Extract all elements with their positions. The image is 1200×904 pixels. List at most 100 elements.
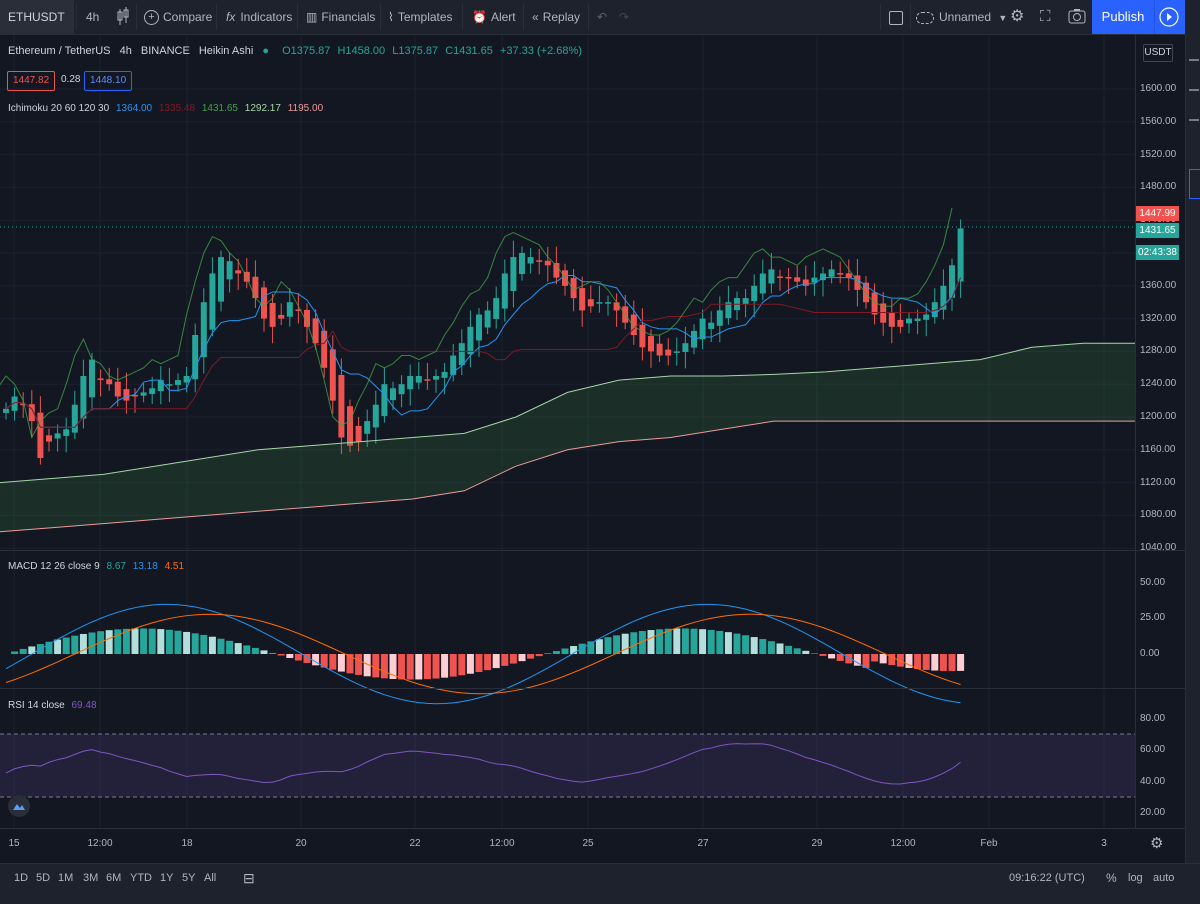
macd-histogram-bar bbox=[433, 654, 440, 679]
alert-button[interactable]: ⏰Alert bbox=[472, 0, 516, 34]
ichimoku-conversion: 1364.00 bbox=[116, 103, 152, 114]
time-axis-label: 27 bbox=[697, 838, 708, 849]
range-button-1d[interactable]: 1D bbox=[14, 864, 28, 892]
macd-histogram-bar bbox=[192, 633, 199, 654]
percent-toggle[interactable]: % bbox=[1106, 864, 1117, 892]
ohlc-open: O1375.87 bbox=[282, 45, 330, 57]
replay-button[interactable]: «Replay bbox=[532, 0, 580, 34]
pane-divider-macd[interactable] bbox=[0, 550, 1185, 551]
candle-body bbox=[459, 343, 465, 365]
toolbar-divider bbox=[462, 4, 463, 30]
time-axis-label: 3 bbox=[1101, 838, 1107, 849]
time-axis-label: 15 bbox=[8, 838, 19, 849]
range-button-3m[interactable]: 3M bbox=[83, 864, 98, 892]
candle-body bbox=[80, 376, 86, 419]
rsi-legend[interactable]: RSI 14 close 69.48 bbox=[8, 700, 97, 711]
macd-histogram-bar bbox=[381, 654, 388, 678]
time-axis-label: 12:00 bbox=[489, 838, 514, 849]
macd-histogram-bar bbox=[665, 629, 672, 654]
range-button-1m[interactable]: 1M bbox=[58, 864, 73, 892]
ichimoku-legend[interactable]: Ichimoku 20 60 120 30 1364.00 1335.48 14… bbox=[8, 103, 323, 114]
candle-body bbox=[270, 303, 276, 327]
log-toggle[interactable]: log bbox=[1128, 864, 1143, 892]
auto-toggle[interactable]: auto bbox=[1153, 864, 1174, 892]
watchlist-tab[interactable] bbox=[1189, 169, 1200, 199]
macd-histogram-bar bbox=[166, 630, 173, 654]
sell-button[interactable]: 1447.82 bbox=[7, 71, 55, 91]
candle-body bbox=[252, 277, 258, 298]
macd-histogram-bar bbox=[261, 650, 268, 654]
macd-histogram-bar bbox=[527, 654, 534, 659]
macd-histogram-bar bbox=[553, 651, 560, 654]
price-axis-label: 1160.00 bbox=[1140, 444, 1175, 455]
range-button-all[interactable]: All bbox=[204, 864, 216, 892]
candle-body bbox=[227, 261, 233, 279]
candle-body bbox=[665, 350, 671, 356]
clock[interactable]: 09:16:22 (UTC) bbox=[1009, 864, 1085, 892]
candle-body bbox=[889, 313, 895, 327]
macd-histogram-bar bbox=[802, 651, 809, 654]
candle-body bbox=[287, 302, 293, 317]
financials-button[interactable]: ▥Financials bbox=[306, 0, 375, 34]
candle-body bbox=[777, 276, 783, 278]
tradingview-logo-button[interactable] bbox=[8, 795, 30, 817]
range-button-ytd[interactable]: YTD bbox=[130, 864, 152, 892]
macd-histogram-bar bbox=[708, 630, 715, 654]
layout-menu[interactable]: Unnamed ▼ bbox=[916, 0, 1007, 34]
fullscreen-button[interactable]: ⛶ bbox=[1040, 0, 1051, 34]
macd-histogram-bar bbox=[785, 646, 792, 654]
macd-histogram-bar bbox=[923, 654, 930, 670]
buy-button[interactable]: 1448.10 bbox=[84, 71, 132, 91]
chart-style-button[interactable] bbox=[115, 0, 131, 34]
templates-button[interactable]: ⌇Templates bbox=[388, 0, 453, 34]
macd-histogram-bar bbox=[725, 632, 732, 654]
chart-settings-button[interactable]: ⚙ bbox=[1150, 834, 1163, 852]
goto-date-button[interactable]: ⊟ bbox=[243, 864, 255, 892]
candle-body bbox=[399, 384, 405, 394]
macd-legend[interactable]: MACD 12 26 close 9 8.67 13.18 4.51 bbox=[8, 561, 184, 572]
range-button-6m[interactable]: 6M bbox=[106, 864, 121, 892]
publish-button[interactable]: Publish bbox=[1092, 0, 1154, 34]
publish-play-button[interactable] bbox=[1154, 0, 1185, 34]
range-button-5d[interactable]: 5D bbox=[36, 864, 50, 892]
macd-histogram-bar bbox=[424, 654, 431, 679]
macd-histogram-bar bbox=[837, 654, 844, 661]
time-axis-label: 22 bbox=[409, 838, 420, 849]
range-button-1y[interactable]: 1Y bbox=[160, 864, 173, 892]
symbol-legend[interactable]: Ethereum / TetherUS 4h BINANCE Heikin As… bbox=[8, 45, 582, 57]
price-axis-label: 1560.00 bbox=[1140, 116, 1176, 127]
macd-histogram-bar bbox=[605, 637, 612, 654]
toolbar-divider bbox=[76, 4, 77, 30]
undo-button[interactable]: ↶ bbox=[597, 0, 607, 34]
candle-body bbox=[768, 269, 774, 283]
candle-body bbox=[356, 426, 362, 442]
candle-body bbox=[631, 315, 637, 335]
right-widget-panel[interactable] bbox=[1185, 34, 1200, 863]
pane-divider-rsi[interactable] bbox=[0, 688, 1185, 689]
compare-button[interactable]: +Compare bbox=[144, 0, 212, 34]
candle-body bbox=[519, 253, 525, 274]
macd-histogram-bar bbox=[759, 639, 766, 654]
symbol-search[interactable]: ETHUSDT bbox=[0, 0, 74, 34]
redo-button[interactable]: ↷ bbox=[619, 0, 629, 34]
select-layout-checkbox[interactable] bbox=[889, 0, 903, 34]
candle-body bbox=[846, 273, 852, 277]
toolbar-divider bbox=[216, 4, 217, 30]
candle-body bbox=[915, 319, 921, 321]
macd-histogram-bar bbox=[691, 629, 698, 654]
candle-body bbox=[510, 257, 516, 291]
macd-histogram-bar bbox=[742, 635, 749, 654]
range-button-5y[interactable]: 5Y bbox=[182, 864, 195, 892]
snapshot-button[interactable] bbox=[1068, 0, 1086, 34]
currency-selector[interactable]: USDT bbox=[1143, 44, 1173, 62]
settings-button[interactable]: ⚙ bbox=[1010, 0, 1024, 34]
price-axis-label: 1200.00 bbox=[1140, 411, 1176, 422]
macd-histogram-value: 8.67 bbox=[107, 561, 126, 572]
candle-body bbox=[46, 435, 52, 441]
chart-canvas[interactable] bbox=[0, 35, 1135, 863]
candle-body bbox=[347, 406, 353, 445]
candle-body bbox=[605, 302, 611, 304]
interval-button[interactable]: 4h bbox=[86, 0, 99, 34]
